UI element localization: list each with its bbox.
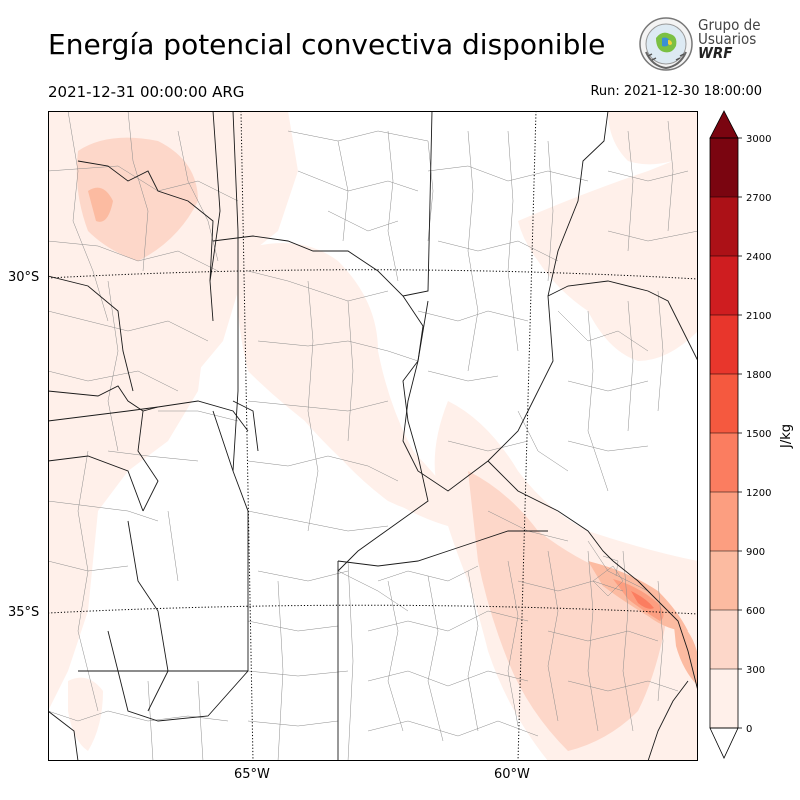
colorbar-tick-label: 600 [746,606,765,617]
colorbar-swatches [710,138,738,728]
globe-seal-icon [639,17,693,71]
colorbar-tick-label: 0 [746,724,752,735]
lat-label-35s: 35°S [8,605,40,620]
colorbar-tick-label: 2700 [746,193,771,204]
colorbar: 0 300 600 900 1200 1500 1800 2100 2400 2700 3000 J… [709,110,794,759]
graticule [48,111,698,761]
lon-label-60w: 60°W [494,767,530,782]
lat-label-30s: 30°S [8,270,40,285]
colorbar-swatch [710,551,738,610]
logo-line-2: Usuarios [698,30,757,48]
colorbar-unit-label: J/kg [779,424,794,449]
wrf-group-logo: Grupo de Usuarios WRF [638,16,768,72]
colorbar-swatch [710,433,738,492]
colorbar-swatch [710,610,738,669]
logo-line-1: Grupo de [698,16,761,34]
colorbar-tick-label: 1800 [746,370,771,381]
colorbar-swatch [710,492,738,551]
colorbar-tick-label: 1500 [746,429,771,440]
colorbar-swatch [710,374,738,433]
colorbar-tick-label: 1200 [746,488,771,499]
province-boundaries [48,111,698,761]
colorbar-max-extend [709,110,739,139]
colorbar-swatch [710,669,738,728]
colorbar-tick-label: 300 [746,665,765,676]
colorbar-tick-label: 3000 [746,134,771,145]
department-boundaries [48,111,698,761]
colorbar-swatch [710,256,738,315]
colorbar-ticks: 0 300 600 900 1200 1500 1800 2100 2400 2700 3000 [710,134,771,735]
valid-time: 2021-12-31 00:00:00 ARG [48,83,245,101]
run-time: Run: 2021-12-30 18:00:00 [590,84,762,99]
colorbar-swatch [710,197,738,256]
colorbar-tick-label: 2100 [746,311,771,322]
colorbar-tick-label: 2400 [746,252,771,263]
lon-label-65w: 65°W [234,767,270,782]
colorbar-min-extend [709,727,739,759]
chart-title: Energía potencial convectiva disponible [48,28,606,61]
colorbar-swatch [710,315,738,374]
colorbar-swatch [710,138,738,197]
colorbar-tick-label: 900 [746,547,765,558]
cape-map [48,111,698,761]
logo-line-3: WRF [698,44,733,62]
